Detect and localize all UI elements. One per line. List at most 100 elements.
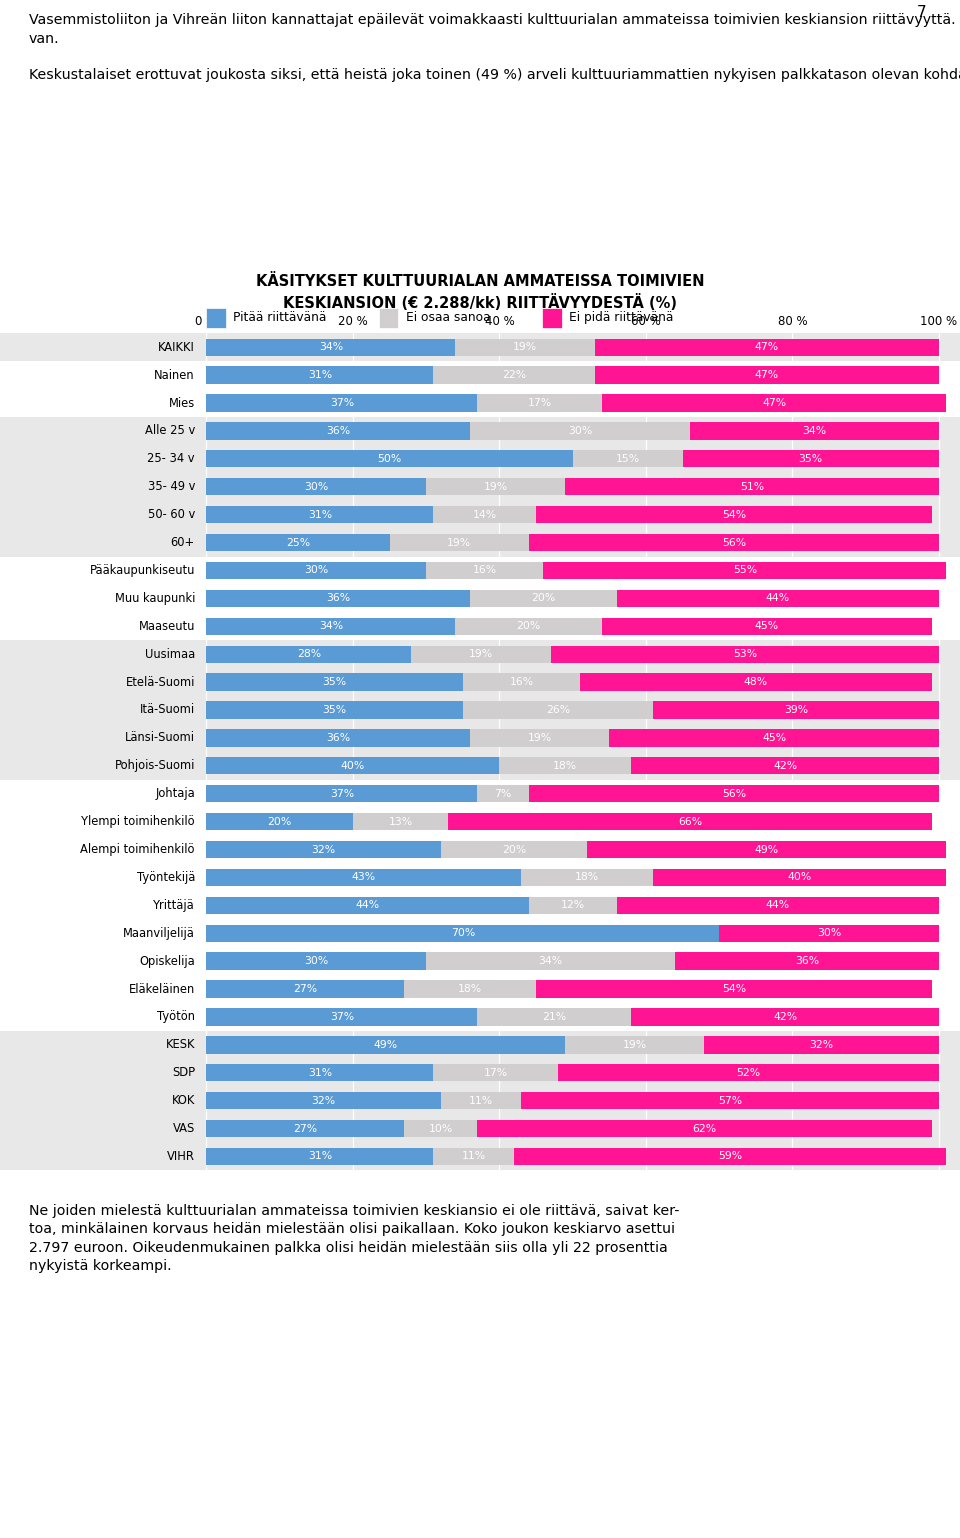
- Bar: [206, 366, 434, 384]
- Text: Yrittäjä: Yrittäjä: [154, 898, 195, 912]
- Bar: [588, 841, 947, 858]
- Text: 31%: 31%: [308, 509, 332, 520]
- Bar: [602, 618, 931, 635]
- Text: 47%: 47%: [755, 341, 779, 352]
- Text: Mies: Mies: [169, 397, 195, 409]
- Bar: [543, 561, 947, 580]
- Text: Vasemmistoliiton ja Vihreän liiton kannattajat epäilevät voimakkaasti kulttuuria: Vasemmistoliiton ja Vihreän liiton kanna…: [29, 14, 960, 83]
- Text: Maaseutu: Maaseutu: [138, 620, 195, 632]
- Text: 47%: 47%: [762, 398, 786, 408]
- Text: Ei osaa sanoa: Ei osaa sanoa: [406, 311, 491, 325]
- Text: Maanviljelijä: Maanviljelijä: [123, 927, 195, 940]
- Text: 56%: 56%: [722, 538, 746, 548]
- Text: 28%: 28%: [297, 649, 321, 660]
- Text: Muu kaupunki: Muu kaupunki: [114, 592, 195, 604]
- Text: 30%: 30%: [304, 957, 328, 966]
- Bar: [206, 952, 426, 970]
- Text: 21%: 21%: [542, 1012, 566, 1021]
- Bar: [426, 478, 565, 495]
- Text: Opiskelija: Opiskelija: [139, 955, 195, 967]
- Text: 62%: 62%: [692, 1124, 716, 1134]
- Bar: [390, 534, 529, 551]
- Text: 40%: 40%: [787, 872, 812, 883]
- Bar: [455, 618, 602, 635]
- Text: 70%: 70%: [450, 929, 475, 938]
- Bar: [426, 561, 543, 580]
- Bar: [499, 757, 632, 775]
- Bar: [580, 674, 931, 691]
- Bar: [206, 897, 529, 914]
- Text: 20%: 20%: [268, 817, 292, 826]
- Text: 12%: 12%: [561, 900, 585, 910]
- Bar: [206, 618, 455, 635]
- Text: 30%: 30%: [567, 426, 592, 435]
- Bar: [0, 334, 960, 361]
- Bar: [434, 1064, 558, 1081]
- Bar: [0, 557, 960, 640]
- Bar: [632, 1009, 939, 1026]
- Text: 20%: 20%: [502, 844, 526, 855]
- Text: SDP: SDP: [172, 1066, 195, 1080]
- Bar: [206, 589, 470, 608]
- Text: 40%: 40%: [341, 761, 365, 771]
- Text: Etelä-Suomi: Etelä-Suomi: [126, 675, 195, 689]
- Text: 13%: 13%: [389, 817, 413, 826]
- Text: 59%: 59%: [718, 1152, 742, 1161]
- Text: 35- 49 v: 35- 49 v: [148, 480, 195, 494]
- Text: Ne joiden mielestä kulttuurialan ammateissa toimivien keskiansio ei ole riittävä: Ne joiden mielestä kulttuurialan ammatei…: [29, 1204, 680, 1273]
- Text: 36%: 36%: [795, 957, 819, 966]
- Text: 57%: 57%: [718, 1095, 742, 1106]
- Text: Ylempi toimihenkilö: Ylempi toimihenkilö: [82, 815, 195, 827]
- Bar: [536, 506, 931, 523]
- Bar: [426, 952, 675, 970]
- Text: 35%: 35%: [323, 704, 347, 715]
- Text: 19%: 19%: [513, 341, 537, 352]
- Bar: [536, 980, 931, 998]
- Bar: [632, 757, 939, 775]
- Bar: [602, 394, 947, 412]
- Text: 32%: 32%: [809, 1040, 833, 1050]
- Bar: [206, 478, 426, 495]
- Text: 45%: 45%: [755, 621, 779, 631]
- Bar: [477, 394, 602, 412]
- Text: 60 %: 60 %: [631, 315, 660, 328]
- Text: 60+: 60+: [171, 537, 195, 549]
- Text: 20%: 20%: [516, 621, 540, 631]
- Text: 19%: 19%: [469, 649, 493, 660]
- Text: 31%: 31%: [308, 1152, 332, 1161]
- Bar: [404, 980, 536, 998]
- Text: 22%: 22%: [502, 371, 526, 380]
- Text: 30%: 30%: [817, 929, 841, 938]
- Bar: [206, 646, 412, 663]
- Bar: [551, 646, 939, 663]
- Bar: [206, 534, 390, 551]
- Text: Työtön: Työtön: [156, 1010, 195, 1023]
- Text: 36%: 36%: [326, 594, 350, 603]
- Text: 17%: 17%: [528, 398, 552, 408]
- Text: 7: 7: [917, 5, 926, 20]
- Text: Eläkeläinen: Eläkeläinen: [129, 983, 195, 995]
- Text: 35%: 35%: [799, 454, 823, 464]
- Bar: [616, 589, 939, 608]
- Bar: [470, 423, 690, 440]
- Text: Alle 25 v: Alle 25 v: [145, 424, 195, 437]
- Bar: [470, 589, 616, 608]
- Bar: [705, 1037, 939, 1054]
- Bar: [653, 869, 947, 886]
- Text: 100 %: 100 %: [921, 315, 957, 328]
- Bar: [690, 423, 939, 440]
- Text: 42%: 42%: [773, 761, 797, 771]
- Text: Itä-Suomi: Itä-Suomi: [140, 703, 195, 717]
- Text: 44%: 44%: [766, 900, 790, 910]
- Text: 36%: 36%: [326, 426, 350, 435]
- Text: Johtaja: Johtaja: [156, 787, 195, 800]
- Bar: [353, 814, 448, 831]
- Bar: [594, 366, 939, 384]
- Text: 20 %: 20 %: [338, 315, 368, 328]
- Bar: [0, 780, 960, 1030]
- Bar: [379, 308, 398, 328]
- Text: 19%: 19%: [528, 734, 552, 743]
- Bar: [206, 394, 477, 412]
- Text: 25%: 25%: [286, 538, 310, 548]
- Bar: [529, 784, 939, 803]
